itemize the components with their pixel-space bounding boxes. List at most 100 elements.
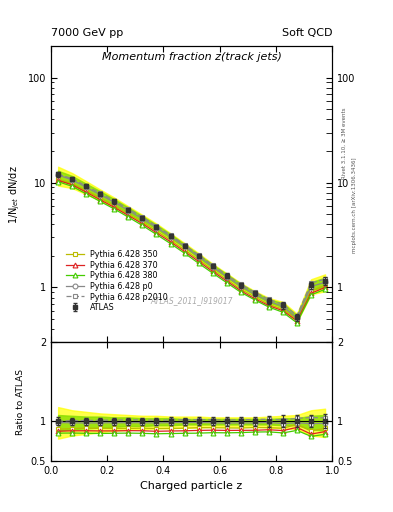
Pythia 6.428 p2010 — [182, 242, 187, 248]
Pythia 6.428 370 — [56, 177, 61, 183]
Pythia 6.428 p0 — [182, 243, 187, 249]
Pythia 6.428 p2010 — [224, 272, 229, 278]
Pythia 6.428 p0 — [84, 184, 88, 190]
Pythia 6.428 380 — [266, 304, 271, 310]
Pythia 6.428 380 — [196, 260, 201, 266]
Pythia 6.428 350 — [84, 187, 88, 194]
Pythia 6.428 p0 — [168, 233, 173, 240]
Pythia 6.428 350 — [196, 257, 201, 263]
Pythia 6.428 350 — [182, 247, 187, 253]
Pythia 6.428 p2010 — [196, 252, 201, 258]
Pythia 6.428 p2010 — [252, 289, 257, 295]
Pythia 6.428 p2010 — [70, 176, 75, 182]
Pythia 6.428 380 — [126, 214, 131, 220]
Line: Pythia 6.428 p0: Pythia 6.428 p0 — [56, 173, 327, 321]
Pythia 6.428 370 — [154, 230, 159, 236]
Pythia 6.428 p0 — [252, 291, 257, 297]
Pythia 6.428 350 — [252, 294, 257, 300]
Y-axis label: 1/N$_{jet}$ dN/dz: 1/N$_{jet}$ dN/dz — [8, 165, 22, 224]
Text: 7000 GeV pp: 7000 GeV pp — [51, 28, 123, 38]
Pythia 6.428 p0 — [70, 177, 75, 183]
Pythia 6.428 350 — [224, 276, 229, 283]
Pythia 6.428 p2010 — [98, 190, 103, 197]
Pythia 6.428 350 — [70, 180, 75, 186]
Line: Pythia 6.428 370: Pythia 6.428 370 — [56, 178, 327, 323]
Pythia 6.428 380 — [239, 289, 243, 295]
Pythia 6.428 380 — [224, 280, 229, 286]
Legend: Pythia 6.428 350, Pythia 6.428 370, Pythia 6.428 380, Pythia 6.428 p0, Pythia 6.: Pythia 6.428 350, Pythia 6.428 370, Pyth… — [64, 248, 170, 314]
X-axis label: Charged particle z: Charged particle z — [140, 481, 243, 491]
Pythia 6.428 350 — [140, 219, 145, 225]
Pythia 6.428 350 — [56, 176, 61, 182]
Line: Pythia 6.428 380: Pythia 6.428 380 — [56, 179, 327, 325]
Pythia 6.428 p2010 — [281, 301, 285, 307]
Y-axis label: Ratio to ATLAS: Ratio to ATLAS — [16, 369, 25, 435]
Pythia 6.428 370 — [239, 288, 243, 294]
Pythia 6.428 350 — [323, 282, 327, 288]
Pythia 6.428 p2010 — [56, 171, 61, 177]
Pythia 6.428 p2010 — [126, 206, 131, 212]
Pythia 6.428 380 — [252, 297, 257, 303]
Pythia 6.428 p2010 — [112, 198, 117, 204]
Pythia 6.428 p0 — [295, 315, 299, 321]
Pythia 6.428 p2010 — [323, 276, 327, 282]
Pythia 6.428 370 — [281, 308, 285, 314]
Pythia 6.428 350 — [239, 286, 243, 292]
Pythia 6.428 350 — [154, 228, 159, 234]
Text: Rivet 3.1.10, ≥ 3M events: Rivet 3.1.10, ≥ 3M events — [342, 108, 347, 179]
Text: ATLAS_2011_I919017: ATLAS_2011_I919017 — [151, 296, 233, 305]
Text: Soft QCD: Soft QCD — [282, 28, 332, 38]
Pythia 6.428 p2010 — [154, 223, 159, 229]
Pythia 6.428 380 — [210, 270, 215, 276]
Text: Momentum fraction z(track jets): Momentum fraction z(track jets) — [102, 52, 281, 62]
Pythia 6.428 380 — [182, 250, 187, 257]
Pythia 6.428 p0 — [210, 264, 215, 270]
Pythia 6.428 p0 — [239, 283, 243, 289]
Pythia 6.428 370 — [295, 318, 299, 324]
Pythia 6.428 p2010 — [168, 232, 173, 238]
Pythia 6.428 350 — [126, 211, 131, 217]
Pythia 6.428 p2010 — [140, 214, 145, 220]
Pythia 6.428 p0 — [126, 207, 131, 214]
Pythia 6.428 380 — [154, 231, 159, 238]
Pythia 6.428 370 — [126, 212, 131, 219]
Pythia 6.428 380 — [84, 191, 88, 197]
Pythia 6.428 p0 — [309, 284, 313, 290]
Pythia 6.428 380 — [295, 320, 299, 326]
Pythia 6.428 p0 — [56, 172, 61, 178]
Pythia 6.428 370 — [252, 296, 257, 302]
Line: Pythia 6.428 350: Pythia 6.428 350 — [56, 177, 327, 322]
Pythia 6.428 350 — [210, 267, 215, 273]
Pythia 6.428 370 — [70, 182, 75, 188]
Pythia 6.428 370 — [112, 204, 117, 210]
Pythia 6.428 p0 — [323, 279, 327, 285]
Pythia 6.428 380 — [281, 309, 285, 315]
Pythia 6.428 p2010 — [309, 280, 313, 286]
Pythia 6.428 380 — [70, 183, 75, 189]
Pythia 6.428 350 — [281, 306, 285, 312]
Pythia 6.428 380 — [112, 206, 117, 212]
Pythia 6.428 370 — [224, 278, 229, 284]
Pythia 6.428 370 — [140, 221, 145, 227]
Pythia 6.428 380 — [56, 179, 61, 185]
Pythia 6.428 370 — [84, 189, 88, 195]
Pythia 6.428 380 — [168, 241, 173, 247]
Pythia 6.428 p0 — [281, 303, 285, 309]
Pythia 6.428 p2010 — [84, 183, 88, 189]
Pythia 6.428 370 — [182, 248, 187, 254]
Pythia 6.428 370 — [168, 239, 173, 245]
Pythia 6.428 350 — [112, 203, 117, 209]
Pythia 6.428 p0 — [266, 298, 271, 304]
Pythia 6.428 p0 — [196, 253, 201, 260]
Pythia 6.428 p2010 — [239, 281, 243, 287]
Pythia 6.428 370 — [98, 197, 103, 203]
Line: Pythia 6.428 p2010: Pythia 6.428 p2010 — [56, 172, 327, 318]
Pythia 6.428 p0 — [98, 191, 103, 198]
Pythia 6.428 370 — [323, 284, 327, 290]
Pythia 6.428 350 — [266, 301, 271, 307]
Pythia 6.428 p2010 — [295, 312, 299, 318]
Pythia 6.428 350 — [295, 316, 299, 322]
Pythia 6.428 370 — [196, 259, 201, 265]
Pythia 6.428 350 — [309, 288, 313, 294]
Pythia 6.428 380 — [309, 292, 313, 298]
